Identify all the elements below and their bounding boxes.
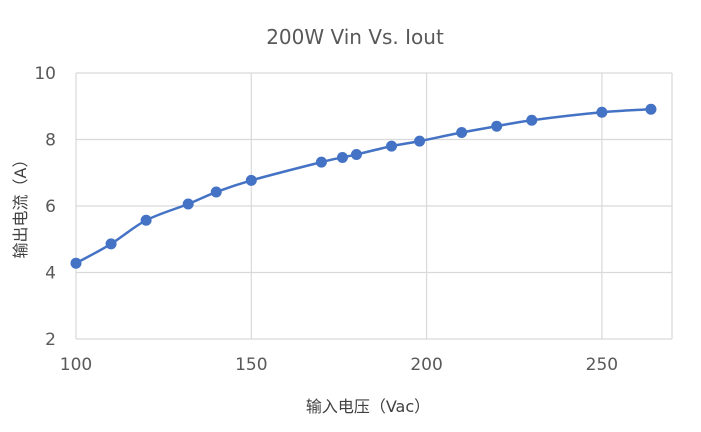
data-point bbox=[596, 106, 608, 118]
x-axis-label: 输入电压（Vac） bbox=[306, 397, 430, 416]
x-tick-label: 250 bbox=[586, 355, 618, 375]
x-tick-label: 200 bbox=[410, 355, 442, 375]
y-tick-label: 8 bbox=[45, 131, 56, 151]
x-tick-label: 150 bbox=[235, 355, 267, 375]
data-point bbox=[210, 186, 222, 198]
data-point bbox=[105, 238, 117, 250]
data-point bbox=[140, 214, 152, 226]
data-point bbox=[456, 127, 468, 139]
y-tick-label: 2 bbox=[45, 330, 56, 350]
x-axis-ticks: 100 150 200 250 bbox=[60, 355, 618, 375]
data-point bbox=[350, 148, 362, 160]
data-points bbox=[70, 103, 657, 269]
data-point bbox=[386, 140, 398, 152]
grid bbox=[75, 72, 673, 340]
chart-title: 200W Vin Vs. Iout bbox=[266, 25, 444, 49]
x-tick-label: 100 bbox=[60, 355, 92, 375]
data-point bbox=[245, 174, 257, 186]
y-axis-label: 输出电流（A） bbox=[11, 152, 30, 259]
data-point bbox=[491, 120, 503, 132]
data-point bbox=[414, 135, 426, 147]
data-point bbox=[182, 198, 194, 210]
data-point bbox=[336, 151, 348, 163]
series-line bbox=[75, 107, 652, 265]
data-point bbox=[315, 156, 327, 168]
y-axis-ticks: 2 4 6 8 10 bbox=[34, 64, 56, 350]
y-tick-label: 4 bbox=[45, 264, 56, 284]
y-tick-label: 6 bbox=[45, 197, 56, 217]
data-point bbox=[70, 257, 82, 269]
y-tick-label: 10 bbox=[34, 64, 56, 84]
data-point bbox=[645, 103, 657, 115]
data-point bbox=[526, 114, 538, 126]
